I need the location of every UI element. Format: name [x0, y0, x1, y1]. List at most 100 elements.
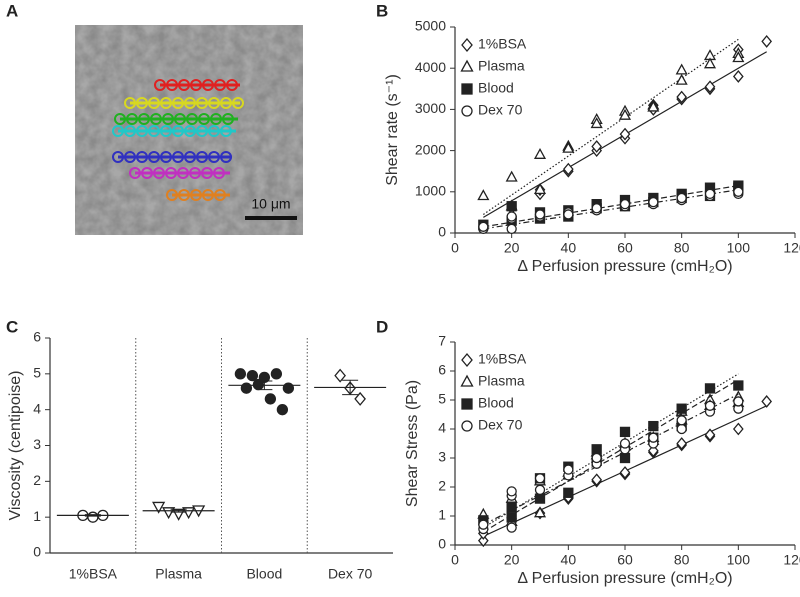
y-tick-label: 5000	[415, 18, 446, 34]
track-point	[165, 167, 177, 179]
x-tick-label: 120	[783, 240, 800, 256]
marker	[240, 382, 253, 394]
x-tick-label: Dex 70	[328, 566, 373, 582]
legend-marker	[461, 420, 473, 432]
y-tick-label: 4000	[415, 59, 446, 75]
marker	[647, 444, 659, 458]
y-tick-label: 4	[438, 420, 446, 436]
track-point	[196, 125, 208, 137]
track-point	[141, 167, 153, 179]
track-point	[172, 97, 184, 109]
track-point	[129, 167, 141, 179]
marker	[354, 391, 366, 406]
marker	[562, 162, 574, 176]
legend-label: 1%BSA	[478, 351, 527, 367]
marker	[648, 196, 659, 208]
track-point	[126, 113, 138, 125]
marker	[676, 192, 687, 204]
track-point	[210, 113, 222, 125]
marker	[152, 501, 166, 514]
scale-label: 10 μm	[251, 196, 290, 212]
track-point	[124, 97, 136, 109]
marker	[703, 57, 717, 69]
marker	[534, 484, 546, 496]
track-point	[136, 97, 148, 109]
marker	[590, 117, 603, 129]
track-point	[184, 151, 196, 163]
y-axis-label: Shear Stress (Pa)	[404, 380, 421, 507]
legend-label: Plasma	[478, 373, 525, 389]
y-tick-label: 6	[438, 362, 446, 378]
marker	[676, 90, 688, 104]
track-point	[162, 113, 174, 125]
y-tick-label: 5	[33, 365, 41, 381]
track-point	[166, 189, 178, 201]
x-tick-label: 0	[451, 552, 459, 568]
track-point	[112, 125, 124, 137]
y-tick-label: 2000	[415, 141, 446, 157]
track-point	[184, 97, 196, 109]
x-tick-label: 80	[674, 552, 690, 568]
marker	[732, 70, 744, 83]
track-point	[136, 125, 148, 137]
marker	[704, 80, 716, 94]
track-point	[202, 79, 214, 91]
x-tick-label: 40	[561, 552, 577, 568]
marker	[676, 423, 687, 435]
x-tick-label: Blood	[246, 566, 282, 582]
track-point	[198, 113, 210, 125]
track-point	[153, 167, 165, 179]
legend-marker	[460, 374, 474, 387]
track-point	[213, 167, 225, 179]
track-point	[208, 151, 220, 163]
track-point	[148, 97, 160, 109]
marker	[619, 466, 631, 479]
y-tick-label: 1	[33, 508, 41, 524]
marker	[704, 383, 716, 394]
marker	[591, 473, 603, 487]
marker	[732, 422, 744, 436]
legend-marker	[461, 398, 473, 410]
marker	[648, 420, 659, 432]
marker	[704, 188, 716, 200]
x-tick-label: 20	[504, 552, 520, 568]
track-point	[202, 189, 214, 201]
marker	[270, 368, 283, 380]
x-tick-label: 100	[727, 240, 751, 256]
y-tick-label: 3	[33, 436, 41, 452]
y-tick-label: 3	[438, 449, 446, 465]
legend-marker	[461, 37, 473, 53]
marker	[234, 368, 247, 380]
panel-label: D	[376, 317, 388, 336]
marker	[264, 393, 277, 405]
x-tick-label: Plasma	[155, 566, 202, 582]
marker	[619, 438, 631, 449]
marker	[282, 382, 295, 394]
marker	[506, 201, 517, 212]
y-tick-label: 2	[438, 478, 446, 494]
legend-marker	[461, 105, 473, 117]
marker	[732, 51, 745, 63]
track-point	[150, 113, 162, 125]
marker	[534, 473, 546, 484]
y-tick-label: 0	[438, 536, 446, 552]
y-tick-label: 6	[33, 329, 41, 345]
marker	[619, 127, 631, 141]
track-point	[190, 189, 202, 201]
track-point	[172, 125, 184, 137]
legend-label: 1%BSA	[478, 36, 527, 52]
marker	[533, 182, 547, 194]
marker	[506, 486, 517, 497]
fit-line	[483, 373, 739, 529]
track-point	[138, 113, 150, 125]
x-tick-label: 120	[783, 552, 800, 568]
track-point	[190, 79, 202, 91]
track-point	[112, 151, 124, 163]
fit-line	[482, 38, 739, 215]
y-tick-label: 7	[438, 333, 446, 349]
marker	[563, 209, 574, 220]
marker	[676, 437, 688, 450]
track-point	[166, 79, 178, 91]
marker	[533, 506, 547, 518]
panel-label: A	[6, 1, 18, 20]
